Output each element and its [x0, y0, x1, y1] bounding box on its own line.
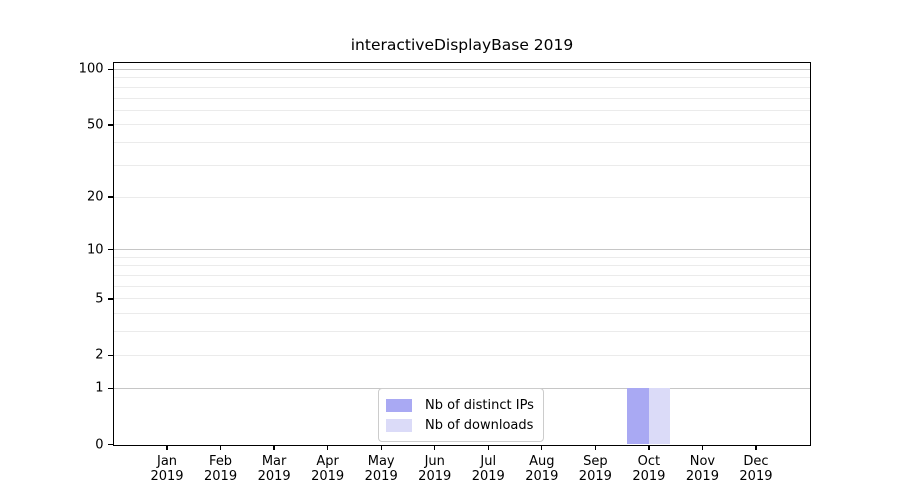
x-tick-month: Jun	[424, 453, 445, 469]
x-tick-year: 2019	[364, 469, 398, 484]
x-tick-month: Jan	[157, 453, 178, 469]
minor-gridline	[113, 109, 810, 111]
legend-item-label: Nb of distinct IPs	[425, 397, 534, 413]
x-tick-year: 2019	[525, 469, 559, 484]
y-axis-tick-label: 5	[95, 291, 104, 307]
x-axis-tick-label: Dec 2019	[739, 454, 772, 485]
plot-area: 0 1 2 5 10 20 50 100 Jan 2019 Feb 2019 Mar 2019 Apr 201…	[79, 61, 811, 484]
minor-gridline	[113, 354, 810, 356]
x-axis-tick	[541, 445, 543, 450]
major-gridline	[113, 249, 810, 251]
x-axis-tick-label: Jul 2019	[472, 454, 505, 485]
x-tick-month: Apr	[316, 453, 339, 469]
x-axis-tick-label: Sep 2019	[579, 454, 612, 485]
x-tick-year: 2019	[204, 469, 238, 484]
legend-color-swatch	[386, 398, 412, 412]
y-axis-tick-label: 1	[95, 380, 104, 396]
minor-gridline	[113, 285, 810, 287]
minor-gridline	[113, 164, 810, 166]
minor-gridline	[113, 97, 810, 99]
y-axis-tick-label: 50	[86, 117, 104, 133]
x-tick-month: Feb	[209, 453, 233, 469]
x-axis-tick-label: May 2019	[365, 454, 398, 485]
x-axis-tick	[648, 445, 650, 450]
x-axis-tick-label: Aug 2019	[525, 454, 558, 485]
x-axis-tick	[434, 445, 436, 450]
bar-nb-of-downloads-oct	[648, 388, 671, 445]
x-axis-tick-label: Jun 2019	[418, 454, 451, 485]
y-axis-tick	[107, 443, 113, 446]
x-tick-year: 2019	[685, 469, 719, 484]
minor-gridline	[113, 256, 810, 258]
y-axis-tick	[107, 68, 113, 71]
x-axis-tick	[487, 445, 489, 450]
x-axis-tick	[755, 445, 757, 450]
bar-nb-of-distinct-ips-oct	[627, 388, 649, 445]
legend-item-label: Nb of downloads	[425, 417, 534, 433]
y-axis-tick	[107, 354, 113, 356]
y-axis-tick-label: 2	[95, 347, 104, 363]
legend-item: Nb of downloads	[386, 415, 535, 435]
x-tick-year: 2019	[471, 469, 505, 484]
y-axis-tick	[107, 298, 113, 300]
y-axis-tick	[107, 387, 113, 389]
x-tick-year: 2019	[739, 469, 773, 484]
x-axis-tick-label: Feb 2019	[204, 454, 237, 485]
x-axis-tick	[380, 445, 382, 450]
major-gridline	[113, 68, 810, 70]
x-tick-month: Oct	[637, 453, 661, 469]
minor-gridline	[113, 86, 810, 88]
minor-gridline	[113, 265, 810, 267]
minor-gridline	[113, 142, 810, 144]
x-tick-year: 2019	[578, 469, 612, 484]
x-tick-month: Nov	[689, 453, 716, 469]
x-axis-tick-label: Nov 2019	[686, 454, 719, 485]
minor-gridline	[113, 77, 810, 79]
x-axis-tick	[219, 445, 222, 450]
x-axis-tick	[701, 445, 704, 450]
x-axis-tick-label: Jan 2019	[150, 454, 183, 485]
x-axis-tick-label: Mar 2019	[258, 454, 291, 485]
x-axis-tick	[594, 445, 596, 450]
minor-gridline	[113, 275, 810, 276]
x-tick-month: Jul	[480, 453, 497, 469]
x-tick-month: May	[367, 453, 395, 469]
x-tick-year: 2019	[150, 469, 184, 484]
x-tick-month: Aug	[529, 453, 555, 469]
minor-gridline	[113, 298, 810, 300]
x-axis-tick	[166, 445, 168, 450]
y-axis-tick	[107, 124, 113, 126]
y-axis-tick	[107, 196, 113, 198]
minor-gridline	[113, 124, 810, 126]
y-axis-tick	[107, 248, 113, 251]
y-axis-tick-label: 0	[95, 437, 104, 452]
legend-color-swatch	[386, 418, 412, 432]
x-axis-tick	[273, 445, 275, 450]
minor-gridline	[113, 331, 810, 333]
minor-gridline	[113, 196, 810, 198]
x-tick-year: 2019	[632, 469, 666, 484]
minor-gridline	[113, 313, 810, 315]
x-tick-year: 2019	[257, 469, 291, 484]
y-axis-tick-label: 10	[86, 242, 104, 258]
x-tick-year: 2019	[311, 469, 345, 484]
x-tick-month: Mar	[261, 453, 287, 469]
legend: Nb of distinct IPs Nb of downloads	[378, 388, 544, 442]
x-tick-month: Sep	[583, 453, 608, 469]
y-axis-tick-label: 100	[78, 61, 104, 77]
x-axis-tick	[327, 445, 329, 450]
x-tick-year: 2019	[418, 469, 452, 484]
y-axis-tick-label: 20	[86, 189, 104, 205]
legend-item: Nb of distinct IPs	[386, 395, 535, 415]
x-axis-tick-label: Apr 2019	[311, 454, 344, 485]
chart-title: interactiveDisplayBase 2019	[350, 36, 574, 54]
x-axis-tick-label: Oct 2019	[632, 454, 665, 485]
x-tick-month: Dec	[743, 453, 769, 469]
